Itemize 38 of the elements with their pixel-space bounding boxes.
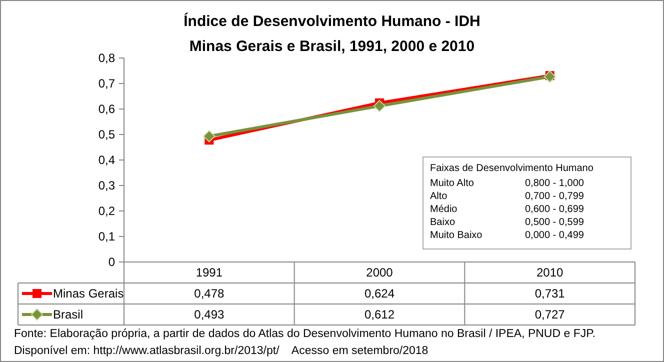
point [203,130,216,142]
annotation: 0,700 - 0,799 [525,191,584,202]
annotation: Baixo [430,217,456,228]
y-tick-label: 0,2 [98,204,116,218]
data-label: 0,731 [534,286,566,301]
y-tick-label: 0,7 [98,76,116,91]
text: Disponível em: http://www.atlasbrasil.org.br/2013/pt/ Acesso em setembro/2018 [14,345,428,357]
annotation: 0,500 - 0,599 [525,217,584,228]
point [544,70,556,83]
annotation: 0,800 - 1,000 [525,178,584,189]
annotation: Alto [430,191,448,202]
x-tick-label: 2010 [536,266,564,280]
y-tick-label: 0,4 [98,153,116,168]
y-tick-label: 0 [108,255,116,270]
data-label: 0,478 [194,286,225,301]
annotation: Muito Baixo [430,230,483,241]
legend-label: Minas Gerais [53,286,124,301]
annotation: 0,000 - 0,499 [525,230,584,241]
y-tick-label: 0,5 [98,128,116,142]
data-label: 0,727 [534,308,566,322]
annotation: Médio [430,204,458,215]
chart-subtitle: Minas Gerais e Brasil, 1991, 2000 e 2010 [189,38,475,55]
annotation: 0,600 - 0,699 [525,204,584,215]
legend-label: Brasil [53,308,84,322]
y-tick-label: 0,8 [98,51,116,66]
source-note: Fonte: Elaboração própria, a partir de dados do Atlas do Desenvolvimento Humano no Brasil / IPEA, PNUD e FJP. [14,328,596,340]
y-tick-label: 0,1 [98,230,116,244]
y-tick-label: 0,6 [98,102,116,116]
y-tick-label: 0,3 [98,178,116,193]
data-label: 0,624 [364,286,395,301]
annotation: Muito Alto [430,178,474,189]
chart-title: Índice de Desenvolvimento Humano - IDH [184,12,480,30]
x-tick-label: 2000 [366,266,394,280]
data-label: 0,493 [194,308,225,322]
point [374,100,386,112]
annotation: Faixas de Desenvolvimento Humano [430,163,594,174]
x-tick-label: 1991 [196,266,223,280]
data-label: 0,612 [364,308,395,322]
